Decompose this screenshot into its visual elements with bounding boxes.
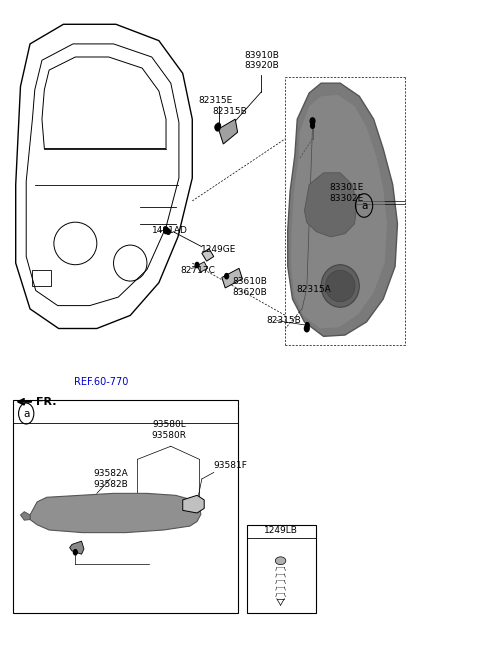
- Text: 82717C: 82717C: [180, 267, 215, 275]
- Text: 93582A
93582B: 93582A 93582B: [94, 469, 128, 489]
- Polygon shape: [30, 493, 201, 533]
- Circle shape: [164, 227, 168, 234]
- Polygon shape: [202, 249, 214, 261]
- Text: 1249LB: 1249LB: [264, 526, 298, 535]
- Polygon shape: [222, 268, 242, 288]
- Text: REF.60-770: REF.60-770: [74, 377, 128, 387]
- Polygon shape: [197, 261, 207, 272]
- Circle shape: [167, 229, 170, 235]
- Circle shape: [310, 118, 315, 124]
- Circle shape: [305, 323, 309, 328]
- Polygon shape: [183, 495, 204, 513]
- Text: a: a: [361, 200, 367, 210]
- Polygon shape: [70, 541, 84, 555]
- Text: a: a: [23, 409, 29, 419]
- Circle shape: [215, 124, 220, 131]
- Circle shape: [164, 228, 168, 233]
- Text: 93580L
93580R: 93580L 93580R: [152, 420, 187, 440]
- Circle shape: [225, 273, 228, 279]
- Ellipse shape: [276, 557, 286, 564]
- Text: 1491AD: 1491AD: [152, 226, 188, 235]
- Polygon shape: [218, 119, 238, 144]
- Text: FR.: FR.: [36, 397, 56, 407]
- Ellipse shape: [325, 270, 355, 302]
- Circle shape: [216, 123, 220, 128]
- Circle shape: [195, 262, 199, 267]
- Bar: [247, 525, 316, 613]
- Text: 83610B
83620B: 83610B 83620B: [233, 277, 268, 297]
- Polygon shape: [21, 512, 30, 520]
- Bar: [33, 269, 51, 286]
- Text: 83910B
83920B: 83910B 83920B: [244, 51, 279, 70]
- Text: 1249GE: 1249GE: [201, 246, 236, 254]
- Ellipse shape: [321, 265, 360, 307]
- Circle shape: [311, 123, 314, 128]
- Polygon shape: [291, 95, 387, 328]
- Text: 93581F: 93581F: [214, 461, 248, 470]
- Text: 82315B: 82315B: [266, 316, 301, 325]
- Polygon shape: [304, 173, 357, 237]
- Polygon shape: [288, 83, 397, 336]
- Circle shape: [304, 325, 309, 332]
- Text: 82315B: 82315B: [213, 107, 248, 116]
- Text: 82315A: 82315A: [296, 284, 331, 294]
- Text: 83301E
83302E: 83301E 83302E: [330, 183, 364, 203]
- Circle shape: [73, 550, 77, 555]
- Circle shape: [215, 124, 219, 129]
- Text: 82315E: 82315E: [199, 97, 233, 105]
- Bar: [13, 401, 238, 613]
